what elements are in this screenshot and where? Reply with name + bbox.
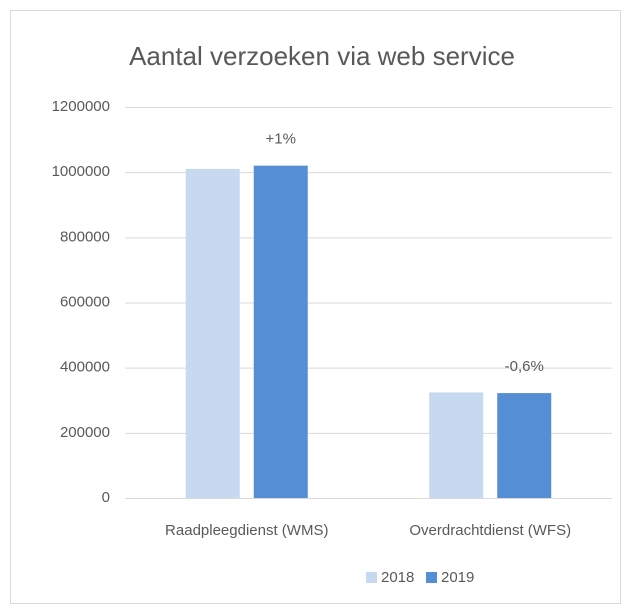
- legend-label: 2018: [381, 569, 414, 586]
- y-tick-label: 400000: [60, 359, 110, 376]
- bar: [253, 165, 308, 498]
- x-tick-label: Overdrachtdienst (WFS): [409, 522, 571, 539]
- y-tick-label: 1200000: [52, 98, 110, 115]
- y-tick-label: 0: [102, 489, 110, 506]
- bar: [429, 392, 484, 498]
- legend-swatch: [426, 572, 437, 583]
- y-tick-label: 800000: [60, 228, 110, 245]
- y-tick-label: 1000000: [52, 163, 110, 180]
- legend-label: 2019: [441, 569, 474, 586]
- y-tick-label: 200000: [60, 424, 110, 441]
- y-tick-label: 600000: [60, 293, 110, 310]
- chart-border: [10, 10, 621, 604]
- annotation: -0,6%: [505, 358, 544, 375]
- x-tick-label: Raadpleegdienst (WMS): [165, 522, 328, 539]
- legend-swatch: [366, 572, 377, 583]
- annotation: +1%: [266, 131, 296, 148]
- bar: [497, 393, 552, 498]
- chart-title: Aantal verzoeken via web service: [129, 41, 515, 71]
- bar: [185, 168, 240, 499]
